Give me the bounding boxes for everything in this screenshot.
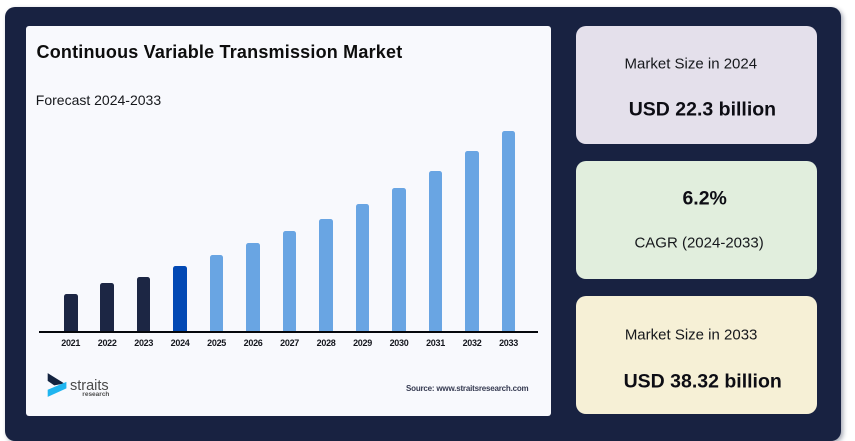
svg-text:straits: straits xyxy=(70,378,109,394)
svg-text:research: research xyxy=(82,391,109,398)
